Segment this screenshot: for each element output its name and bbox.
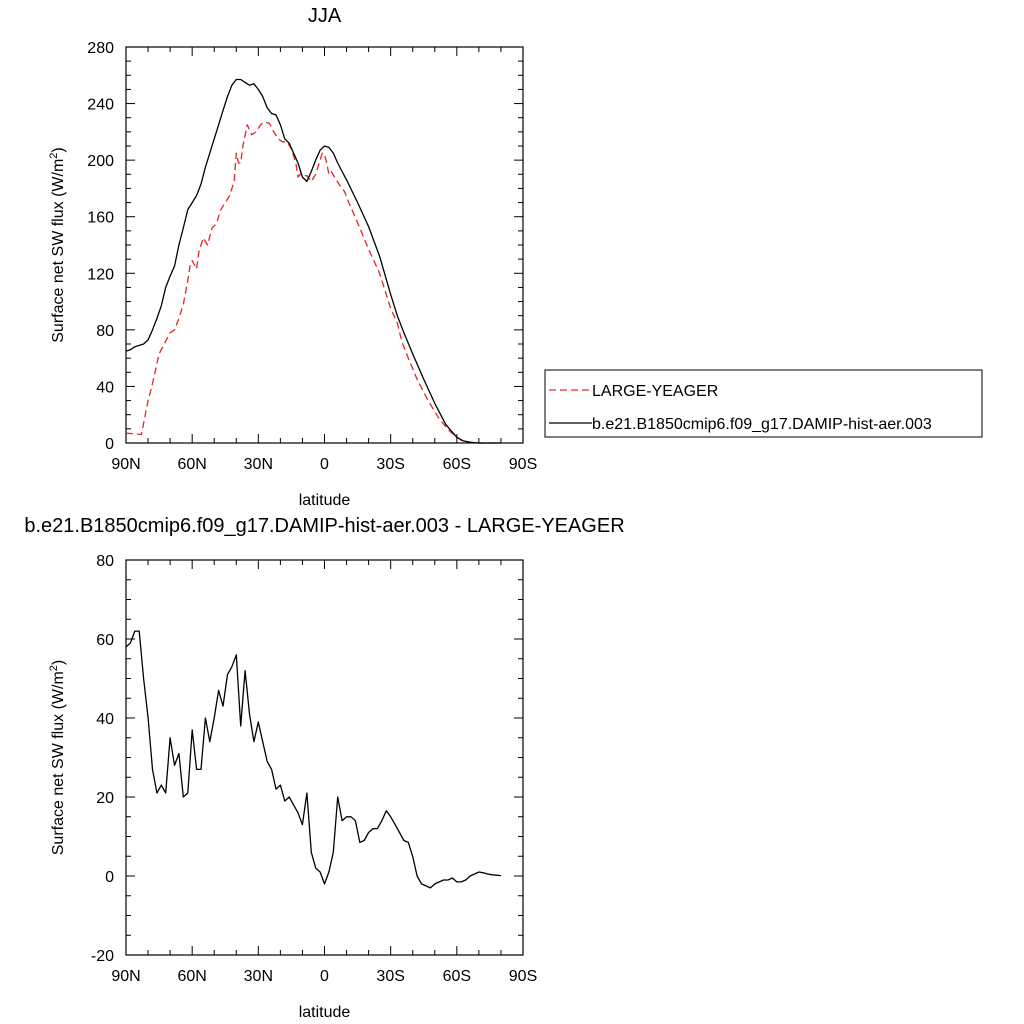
legend: LARGE-YEAGER b.e21.B1850cmip6.f09_g17.DAM… bbox=[544, 369, 983, 438]
y-axis-label-close: ) bbox=[50, 660, 67, 665]
legend-label-2: b.e21.B1850cmip6.f09_g17.DAMIP-hist-aer.… bbox=[592, 416, 932, 433]
y-tick-label: 280 bbox=[87, 40, 114, 57]
chart-title: b.e21.B1850cmip6.f09_g17.DAMIP-hist-aer.… bbox=[24, 515, 624, 537]
x-tick-label: 30N bbox=[244, 456, 273, 473]
y-tick-label: 40 bbox=[96, 379, 114, 396]
x-tick-label: 30N bbox=[244, 968, 273, 985]
legend-box bbox=[544, 369, 983, 438]
chart-panel-1: JJA 90N 60N 30N 0 30S 60S 90S 0 40 80 120 160 200 240 2… bbox=[48, 5, 983, 509]
x-axis-label: latitude bbox=[299, 492, 351, 509]
y-tick-label: 80 bbox=[96, 553, 114, 570]
x-tick-label: 90N bbox=[111, 968, 140, 985]
y-tick-label: -20 bbox=[91, 948, 114, 965]
series-line-1 bbox=[125, 630, 501, 889]
x-tick-label: 30S bbox=[376, 456, 404, 473]
y-tick-label: 120 bbox=[87, 266, 114, 283]
legend-label-1: LARGE-YEAGER bbox=[592, 383, 718, 400]
y-tick-label: 20 bbox=[96, 790, 114, 807]
series-line-2 bbox=[125, 78, 501, 444]
y-axis-label-text: Surface net SW flux (W/m bbox=[50, 159, 67, 343]
x-tick-label: 60N bbox=[177, 456, 206, 473]
y-axis-label-text: Surface net SW flux (W/m bbox=[50, 671, 67, 855]
y-tick-label: 80 bbox=[96, 323, 114, 340]
x-tick-label: 60N bbox=[177, 968, 206, 985]
x-tick-label: 90N bbox=[111, 456, 140, 473]
chart-panel-2: b.e21.B1850cmip6.f09_g17.DAMIP-hist-aer.… bbox=[24, 515, 624, 1021]
x-tick-label: 60S bbox=[443, 968, 471, 985]
x-tick-label: 90S bbox=[509, 456, 537, 473]
x-tick-label: 30S bbox=[376, 968, 404, 985]
y-tick-label: 0 bbox=[105, 436, 114, 453]
y-axis-label: Surface net SW flux (W/m2) bbox=[48, 147, 67, 343]
y-axis-label-superscript: 2 bbox=[48, 153, 60, 159]
x-tick-label: 0 bbox=[320, 456, 329, 473]
x-tick-label: 90S bbox=[509, 968, 537, 985]
y-axis-label-superscript: 2 bbox=[48, 665, 60, 671]
chart-title: JJA bbox=[308, 5, 342, 27]
y-axis-label-close: ) bbox=[50, 147, 67, 152]
series-line-1 bbox=[125, 121, 501, 444]
plot-frame bbox=[125, 46, 524, 444]
y-tick-label: 200 bbox=[87, 153, 114, 170]
y-tick-label: 240 bbox=[87, 97, 114, 114]
plot-frame bbox=[125, 559, 524, 956]
y-tick-label: 0 bbox=[105, 869, 114, 886]
x-axis-label: latitude bbox=[299, 1004, 351, 1021]
x-tick-label: 0 bbox=[320, 968, 329, 985]
y-tick-label: 40 bbox=[96, 711, 114, 728]
y-axis-label: Surface net SW flux (W/m2) bbox=[48, 660, 67, 856]
y-tick-label: 60 bbox=[96, 632, 114, 649]
x-tick-label: 60S bbox=[443, 456, 471, 473]
y-tick-label: 160 bbox=[87, 210, 114, 227]
